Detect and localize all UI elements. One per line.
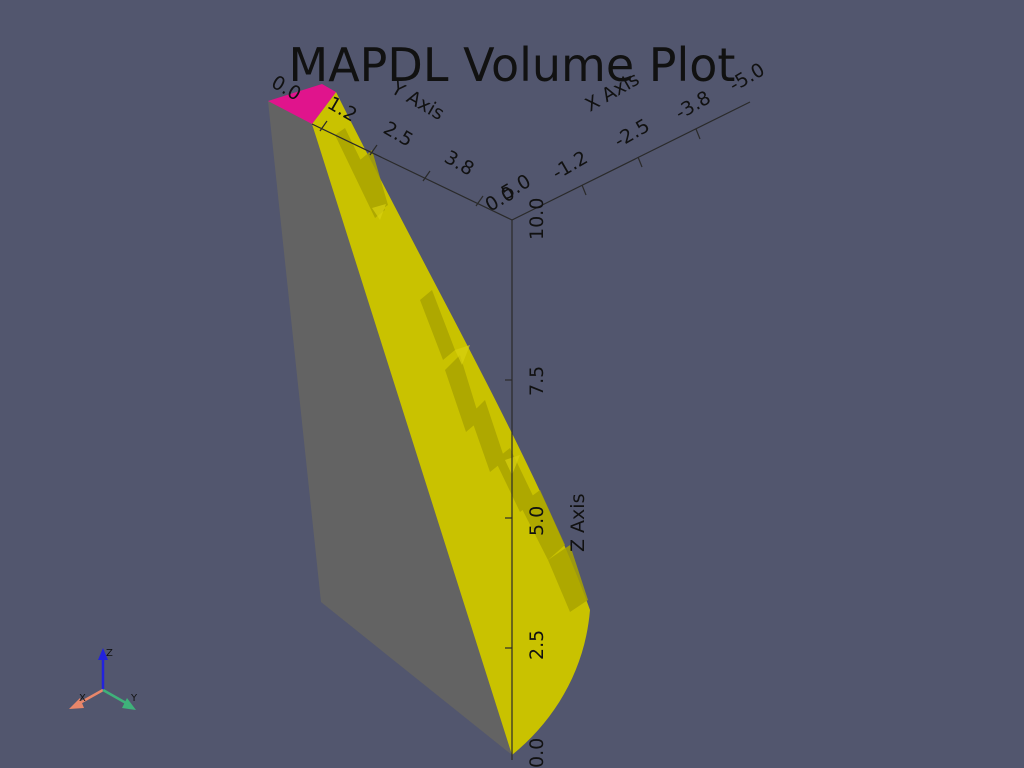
triad-z-label: Z bbox=[106, 648, 113, 659]
z-tick-label-3: 7.5 bbox=[526, 366, 548, 396]
triad-y-label: Y bbox=[130, 693, 138, 704]
z-tick-label-1: 2.5 bbox=[526, 630, 548, 660]
triad-y-axis bbox=[103, 690, 126, 703]
triad-x-label: X bbox=[79, 693, 86, 704]
plot-title: MAPDL Volume Plot bbox=[0, 38, 1024, 92]
z-tick-label-2: 5.0 bbox=[526, 506, 548, 536]
y-tick-label-3: 3.8 bbox=[441, 146, 478, 180]
z-tick-label-0: 0.0 bbox=[526, 738, 548, 768]
x-tick-label-1: -1.2 bbox=[549, 147, 592, 185]
x-tick-label-3: -3.8 bbox=[672, 87, 715, 125]
y-tick-label-2: 2.5 bbox=[380, 117, 417, 151]
z-tick-label-4: 10.0 bbox=[526, 198, 548, 240]
orientation-triad[interactable]: Z X Y bbox=[69, 648, 138, 710]
x-tick-label-2: -2.5 bbox=[611, 115, 654, 153]
z-axis-title: Z Axis bbox=[567, 494, 589, 552]
